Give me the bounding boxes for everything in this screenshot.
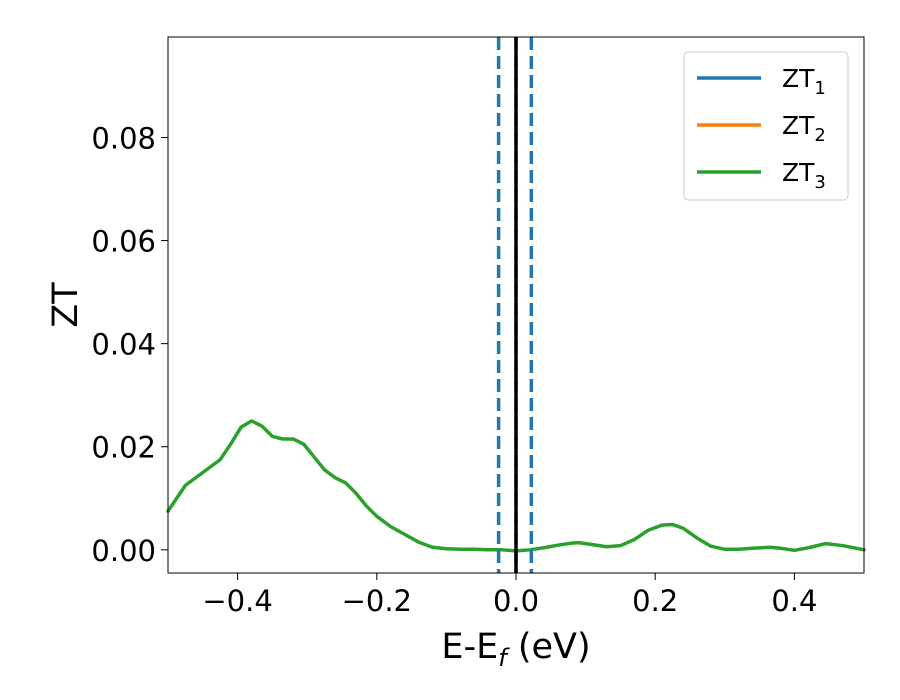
legend-label-1: ZT1: [782, 64, 826, 99]
y-axis-label: ZT: [46, 282, 86, 328]
x-tick-label: 0.2: [632, 584, 678, 618]
y-tick-label: 0.08: [91, 122, 156, 156]
legend-label-subscript: 3: [814, 172, 825, 193]
x-tick-label: −0.4: [202, 584, 272, 618]
legend-label-subscript: 2: [814, 125, 825, 146]
y-tick-label: 0.06: [91, 225, 156, 259]
legend-label-main: ZT: [782, 64, 815, 93]
x-tick-label: 0.0: [493, 584, 539, 618]
legend-label-subscript: 1: [814, 78, 825, 99]
plot-frame: [167, 36, 865, 574]
y-tick-label: 0.04: [91, 328, 156, 362]
legend-box: [683, 51, 849, 201]
x-axis-label-main: E-E: [441, 627, 498, 667]
legend-label-3: ZT3: [782, 158, 826, 193]
x-tick-label: 0.4: [771, 584, 817, 618]
x-tick-label: −0.2: [342, 584, 412, 618]
y-axis-ticks: 0.00 0.02 0.04 0.06 0.08: [91, 122, 168, 568]
y-tick-label: 0.00: [91, 534, 156, 568]
x-axis-label: E-Ef (eV): [441, 627, 590, 672]
legend-label-main: ZT: [782, 158, 815, 187]
legend-label-2: ZT2: [782, 111, 826, 146]
series-line-3: [166, 419, 866, 553]
plot-lines: [166, 37, 866, 573]
x-axis-ticks: −0.4 −0.2 0.0 0.2 0.4: [202, 573, 817, 618]
x-axis-label-units: (eV): [507, 627, 591, 667]
legend-label-main: ZT: [782, 111, 815, 140]
y-tick-label: 0.02: [91, 431, 156, 465]
